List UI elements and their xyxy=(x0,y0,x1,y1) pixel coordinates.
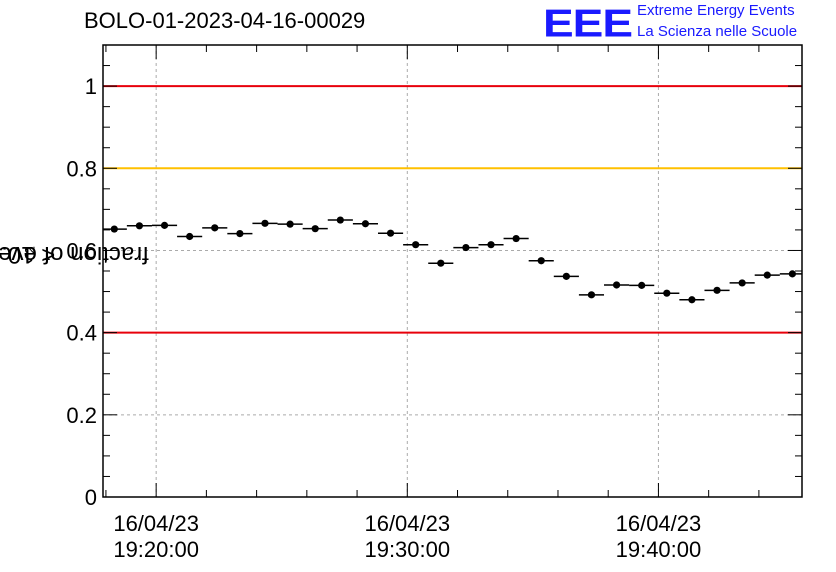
data-point xyxy=(578,291,605,299)
data-point xyxy=(377,229,404,237)
point-marker xyxy=(110,225,118,233)
point-marker xyxy=(612,281,621,289)
x-tick-label-time: 19:40:00 xyxy=(616,537,702,562)
data-point xyxy=(453,243,479,252)
data-point xyxy=(528,257,554,265)
y-tick-label: 0 xyxy=(85,485,97,510)
x-tick-label-time: 19:20:00 xyxy=(113,537,199,562)
point-marker xyxy=(211,224,219,232)
data-point xyxy=(553,272,579,280)
point-marker xyxy=(562,272,570,280)
point-marker xyxy=(763,271,771,279)
point-marker xyxy=(738,279,746,287)
point-marker xyxy=(236,230,244,238)
eee-logo: EEE xyxy=(543,0,633,46)
logo-line-1: Extreme Energy Events xyxy=(637,2,795,19)
y-tick-label: 0.2 xyxy=(66,403,97,428)
y-tick-labels: 0 0.2 0.4 0.6 0.8 1 xyxy=(66,74,97,510)
data-point xyxy=(503,234,529,243)
y-tick-label: 0.6 xyxy=(66,238,97,263)
data-point xyxy=(202,224,228,232)
data-point xyxy=(478,241,504,249)
point-marker xyxy=(412,241,420,249)
data-point xyxy=(629,281,655,289)
axis-ticks xyxy=(103,44,802,498)
point-marker xyxy=(688,296,696,304)
chart-title: BOLO-01-2023-04-16-00029 xyxy=(84,8,366,33)
data-point xyxy=(654,289,680,297)
y-tick-label: 0.4 xyxy=(66,321,97,346)
point-marker xyxy=(361,220,370,228)
data-point xyxy=(352,220,378,228)
data-point xyxy=(151,221,178,229)
point-marker xyxy=(487,241,495,249)
data-point xyxy=(679,296,705,304)
data-points xyxy=(103,216,802,304)
y-tick-label: 0.8 xyxy=(66,156,97,181)
data-point xyxy=(704,286,730,294)
point-marker xyxy=(713,286,721,294)
point-marker xyxy=(537,257,545,265)
x-tick-label-time: 19:30:00 xyxy=(364,537,450,562)
x-tick-label-date: 16/04/23 xyxy=(616,511,702,536)
point-marker xyxy=(135,222,144,230)
data-point xyxy=(177,232,203,241)
y-label-suffix: < 10.0 xyxy=(0,240,56,268)
data-point xyxy=(302,225,328,233)
x-tick-label-date: 16/04/23 xyxy=(113,511,199,536)
data-point xyxy=(604,281,630,289)
data-point xyxy=(327,216,353,224)
point-marker xyxy=(663,289,671,297)
data-point xyxy=(729,279,755,287)
point-marker xyxy=(261,219,269,227)
point-marker xyxy=(788,270,796,278)
point-marker xyxy=(587,291,596,299)
data-point xyxy=(779,270,802,278)
data-point xyxy=(754,271,780,279)
point-marker xyxy=(186,232,194,241)
data-point xyxy=(428,259,454,267)
x-tick-label-date: 16/04/23 xyxy=(364,511,450,536)
data-point xyxy=(227,230,253,238)
point-marker xyxy=(512,234,520,243)
x-tick-labels: 16/04/2319:20:0016/04/2319:30:0016/04/23… xyxy=(113,511,701,562)
logo-line-2: La Scienza nelle Scuole xyxy=(637,23,798,40)
point-marker xyxy=(286,220,294,228)
point-marker xyxy=(160,221,169,229)
data-point xyxy=(403,241,429,249)
point-marker xyxy=(462,243,470,252)
point-marker xyxy=(638,281,646,289)
point-marker xyxy=(336,216,344,224)
point-marker xyxy=(386,229,395,237)
point-marker xyxy=(311,225,319,233)
data-point xyxy=(103,225,127,233)
data-point xyxy=(277,220,303,228)
reference-lines xyxy=(103,85,802,334)
y-tick-label: 1 xyxy=(85,74,97,99)
data-point xyxy=(252,219,278,227)
data-point xyxy=(126,222,152,230)
point-marker xyxy=(437,259,445,267)
